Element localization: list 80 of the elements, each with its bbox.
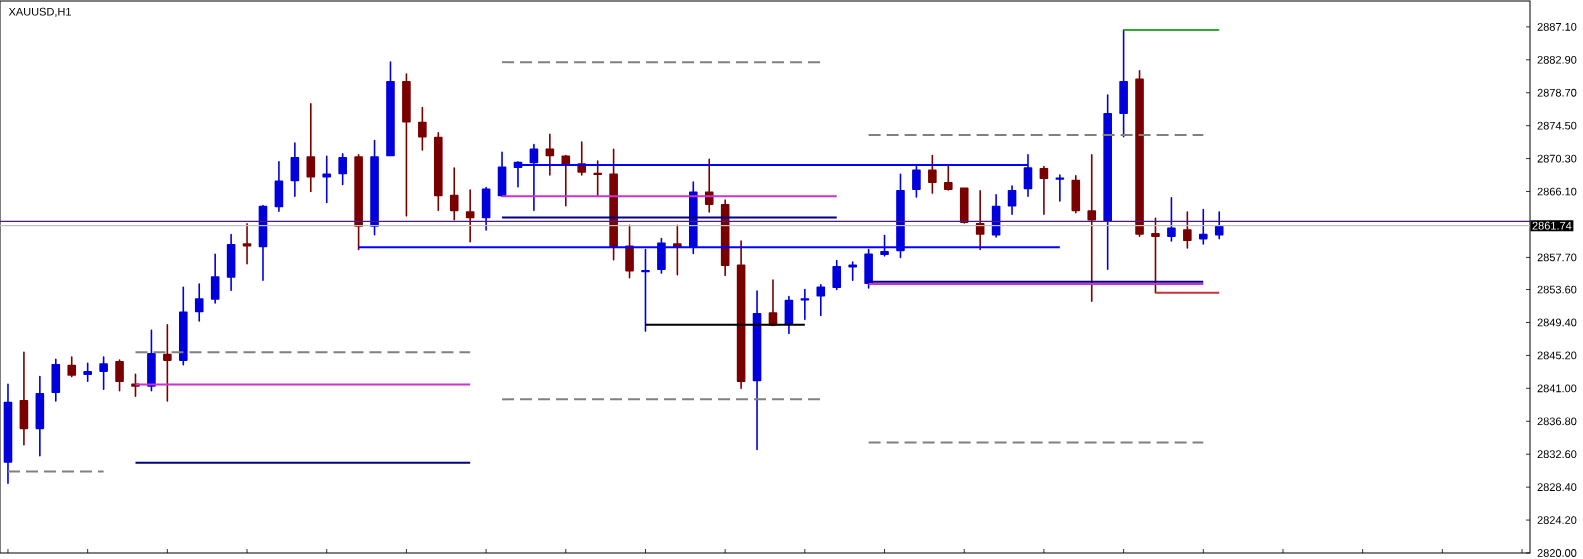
candlestick [242, 222, 252, 265]
candlestick [194, 283, 204, 322]
y-tick-label: 2849.40 [1537, 318, 1577, 327]
candlestick [433, 131, 443, 212]
y-tick-label: 2824.20 [1537, 516, 1577, 524]
candlestick [226, 233, 236, 292]
candlestick [338, 153, 347, 186]
candlestick [465, 189, 475, 243]
candlestick [1071, 175, 1081, 214]
candlestick [322, 155, 332, 204]
candlestick [529, 143, 539, 212]
candlestick [402, 73, 411, 217]
y-tick-label: 2853.60 [1537, 285, 1577, 294]
y-tick-label: 2836.80 [1537, 417, 1577, 426]
candlestick [561, 154, 571, 207]
candlestick [896, 173, 905, 259]
y-tick-label: 2882.90 [1537, 55, 1577, 64]
candlestick [959, 187, 969, 224]
candlestick [386, 61, 395, 157]
candlestick [306, 102, 316, 193]
y-tick-label: 2874.50 [1537, 121, 1577, 130]
candlestick [274, 160, 284, 212]
candlestick [864, 248, 873, 289]
y-tick-label: 2820.00 [1537, 549, 1577, 557]
candlestick [290, 142, 300, 198]
candlestick [816, 284, 826, 317]
candlestick [1119, 29, 1128, 138]
candlestick [928, 154, 937, 194]
y-tick-label: 2878.70 [1537, 88, 1577, 97]
candlestick [3, 383, 13, 485]
candlestick [35, 375, 45, 457]
ref-line-label: 2861.74 [1532, 221, 1572, 230]
candlestick [147, 329, 156, 392]
y-tick-label: 2857.70 [1537, 253, 1577, 262]
candlestick [1214, 211, 1224, 240]
candlestick [1023, 153, 1033, 198]
candlestick [67, 356, 77, 378]
candlestick [178, 286, 188, 366]
candlestick [418, 106, 427, 151]
y-tick-label: 2887.10 [1537, 22, 1577, 31]
text: XAUUSD,H1 [8, 7, 71, 17]
candlestick [497, 151, 507, 198]
candlestick [1039, 165, 1049, 216]
candlestick [1007, 185, 1017, 216]
candlestick [19, 351, 29, 446]
candlestick [657, 237, 666, 274]
candlestick [832, 259, 842, 291]
candlestick [354, 153, 363, 251]
candlestick [481, 186, 491, 231]
candlestick [258, 204, 268, 281]
candlestick [736, 240, 746, 390]
candlestick [1055, 174, 1065, 202]
candlestick [609, 148, 618, 261]
candlestick [1135, 69, 1144, 238]
candlestick [210, 253, 220, 304]
candlestick [800, 288, 810, 321]
candlestick [449, 167, 459, 221]
candlestick [115, 359, 124, 392]
candlestick [943, 164, 953, 191]
candlestick [784, 295, 794, 335]
candlestick [1198, 208, 1208, 245]
y-tick-label: 2845.20 [1537, 351, 1577, 360]
y-tick-label: 2870.30 [1537, 154, 1577, 163]
y-tick-label: 2866.10 [1537, 187, 1577, 196]
candlestick [1087, 153, 1097, 303]
candlestick [1183, 211, 1192, 249]
candlestick [752, 290, 762, 451]
candlestick [545, 133, 555, 176]
candlestick [370, 139, 379, 236]
candlestick [625, 224, 634, 279]
candlestick [51, 358, 61, 402]
candlestick [848, 261, 857, 281]
y-tick-label: 2832.60 [1537, 450, 1577, 459]
y-tick-label: 2828.40 [1537, 483, 1577, 492]
candlestick [1103, 94, 1112, 270]
y-tick-label: 2841.00 [1537, 384, 1577, 393]
candlestick [768, 279, 778, 327]
candlestick [83, 362, 92, 383]
candlestick [912, 165, 921, 198]
candlestick [99, 356, 108, 390]
